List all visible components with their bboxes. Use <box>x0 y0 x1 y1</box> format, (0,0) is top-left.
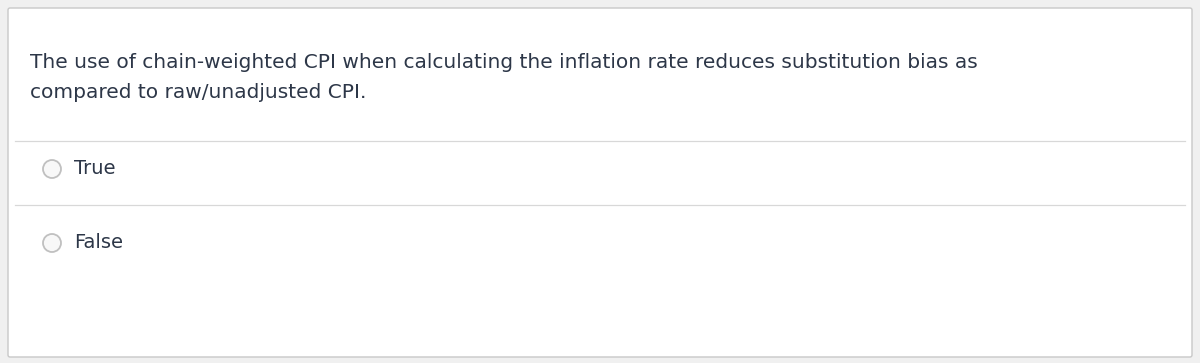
Text: True: True <box>74 159 115 179</box>
Text: The use of chain-weighted CPI when calculating the inflation rate reduces substi: The use of chain-weighted CPI when calcu… <box>30 53 978 73</box>
Circle shape <box>43 160 61 178</box>
Circle shape <box>43 234 61 252</box>
Text: False: False <box>74 233 124 253</box>
FancyBboxPatch shape <box>8 8 1192 357</box>
Text: compared to raw/unadjusted CPI.: compared to raw/unadjusted CPI. <box>30 83 366 102</box>
